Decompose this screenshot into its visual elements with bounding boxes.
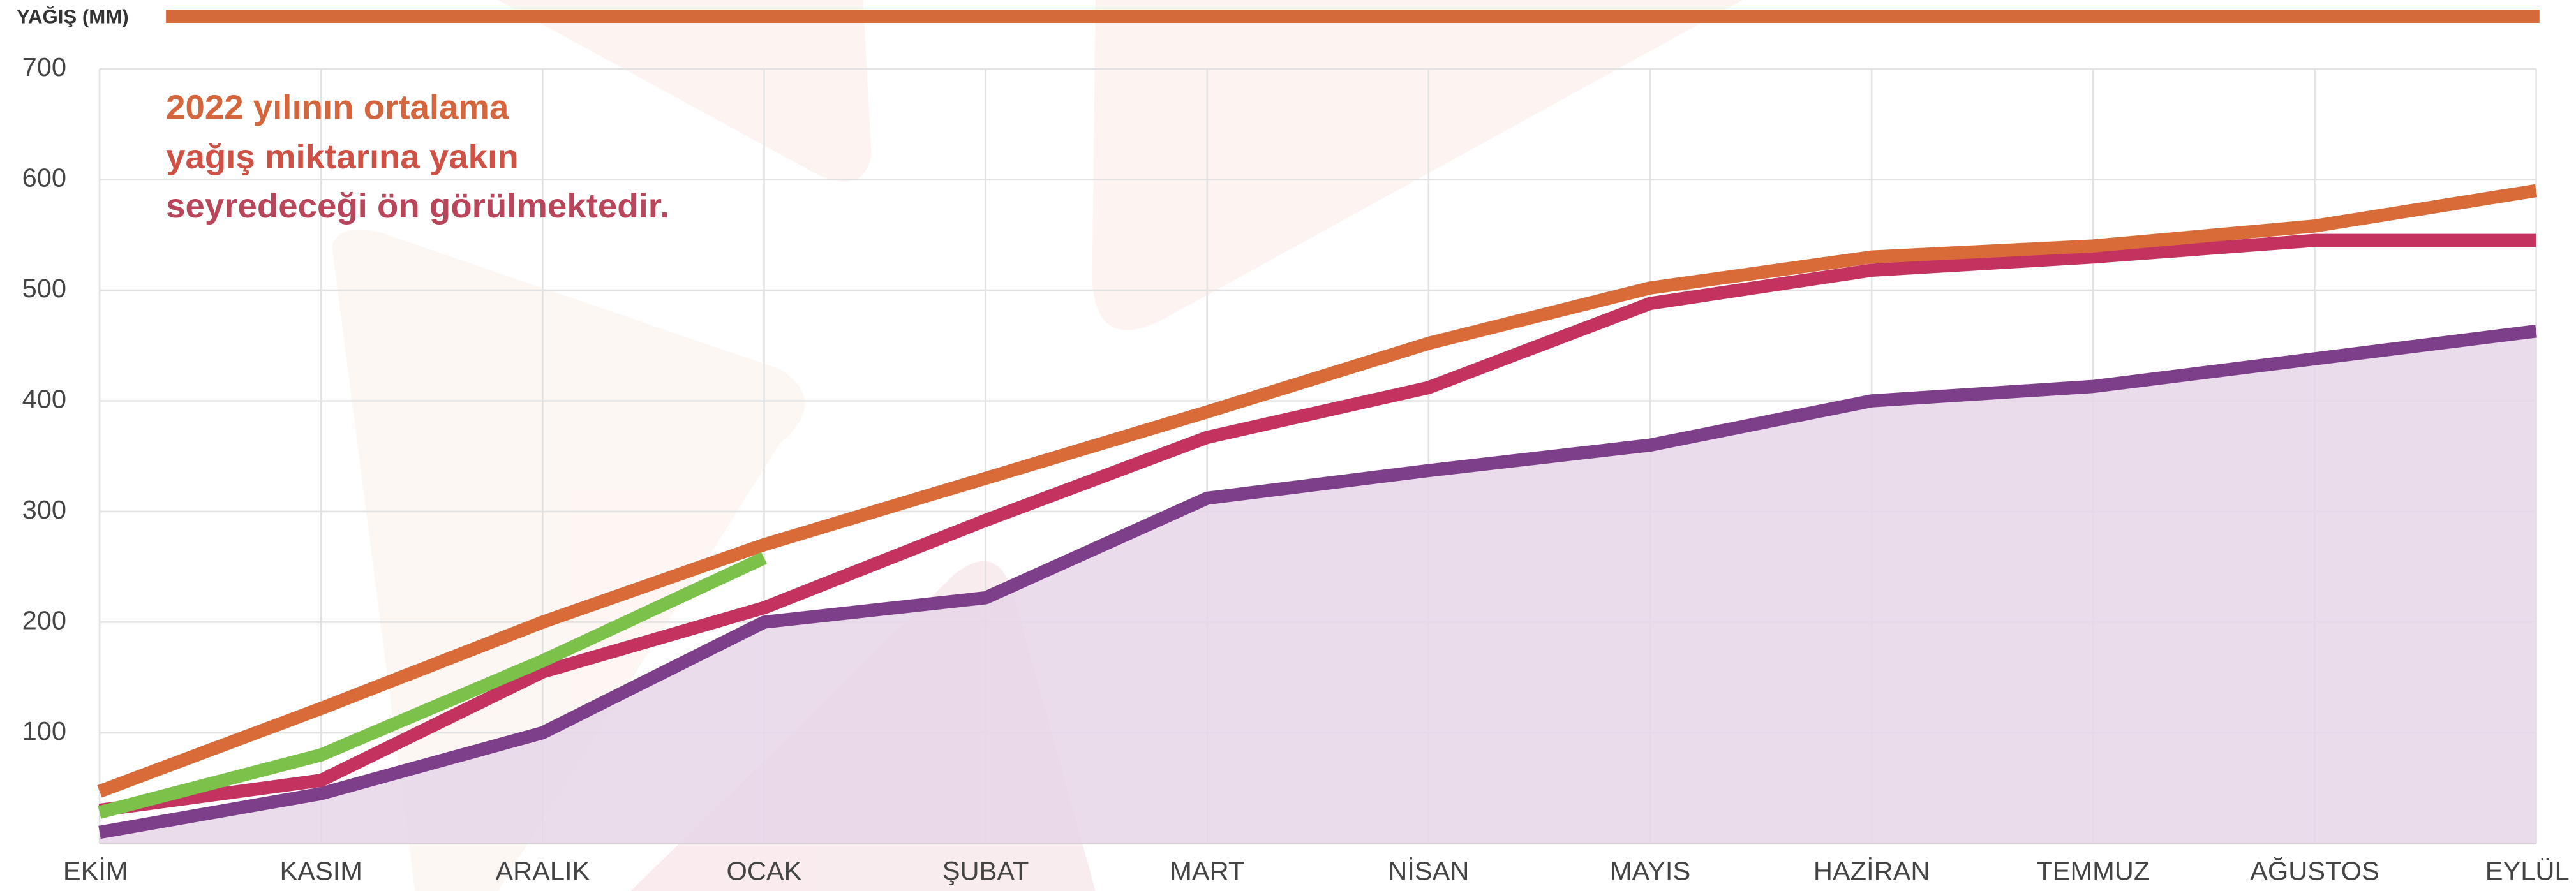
line bbox=[98, 233, 2536, 817]
x-tick-label: ARALIK bbox=[495, 857, 590, 886]
line bbox=[98, 324, 2537, 839]
area bbox=[100, 331, 2536, 844]
y-tick-label: 600 bbox=[22, 163, 66, 193]
x-tick-label: HAZİRAN bbox=[1813, 857, 1930, 886]
y-tick-label: 400 bbox=[22, 385, 66, 414]
x-tick-label: AĞUSTOS bbox=[2250, 857, 2379, 886]
x-tick-label: ŞUBAT bbox=[942, 857, 1029, 886]
x-tick-label: EYLÜL bbox=[2485, 857, 2570, 886]
y-tick-label: 100 bbox=[22, 716, 66, 746]
y-tick-label: 500 bbox=[22, 274, 66, 303]
x-tick-label: MAYIS bbox=[1610, 857, 1690, 886]
annotation: yağış miktarına yakın bbox=[166, 137, 518, 176]
annotation: 2022 yılının ortalama bbox=[166, 88, 509, 127]
y-tick-label: 200 bbox=[22, 606, 66, 635]
axis-title: YAĞIŞ (MM) bbox=[17, 6, 129, 28]
y-tick-label: 300 bbox=[22, 495, 66, 524]
x-tick-label: OCAK bbox=[727, 857, 802, 886]
x-tick-label: TEMMUZ bbox=[2036, 857, 2150, 886]
x-tick-label: EKİM bbox=[63, 857, 128, 886]
line bbox=[97, 184, 2538, 798]
line bbox=[98, 552, 767, 819]
x-tick-label: KASIM bbox=[279, 857, 362, 886]
annotation: seyredeceği ön görülmektedir. bbox=[166, 186, 669, 225]
y-tick-label: 700 bbox=[22, 52, 66, 82]
x-tick-label: NİSAN bbox=[1388, 857, 1469, 886]
x-tick-label: MART bbox=[1170, 857, 1244, 886]
